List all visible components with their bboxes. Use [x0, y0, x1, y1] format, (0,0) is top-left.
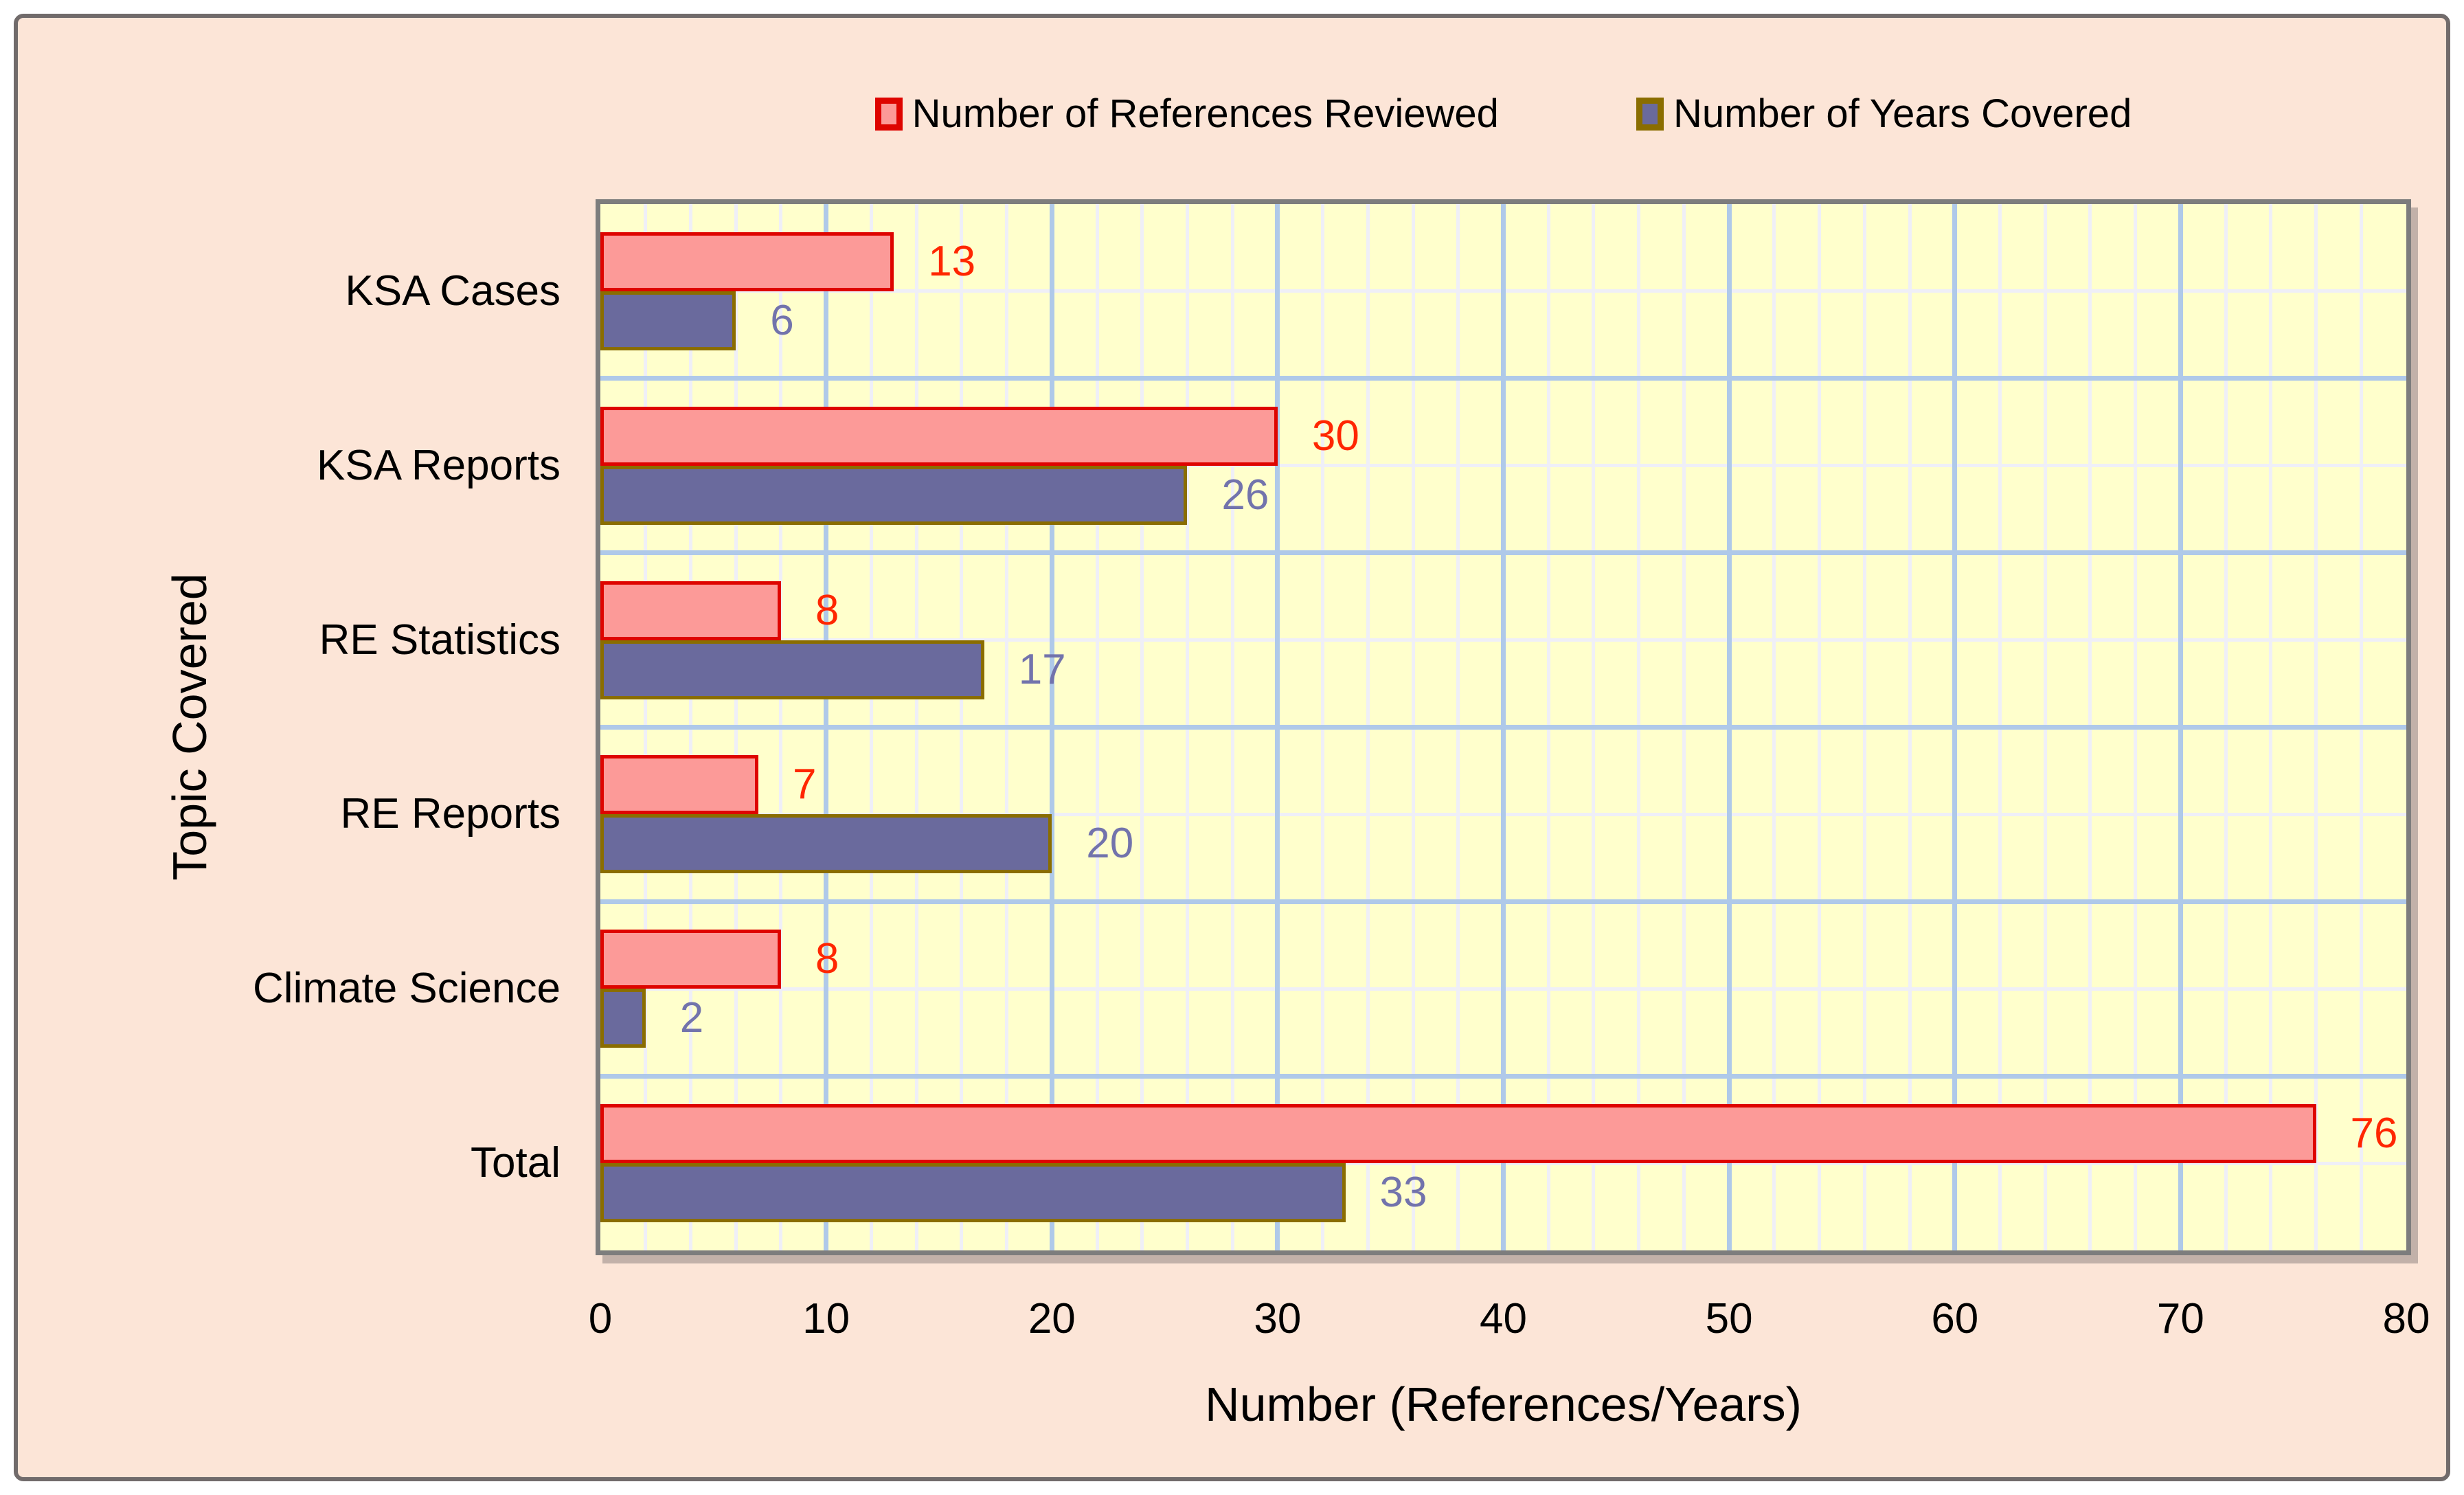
- x-tick-label-80: 80: [2382, 1295, 2430, 1342]
- x-tick-label-30: 30: [1254, 1295, 1302, 1342]
- category-label-climate-science: Climate Science: [253, 965, 561, 1013]
- value-label-number-of-years-covered-ksa-cases: 6: [770, 296, 794, 344]
- legend-item-references: Number of References Reviewed: [874, 89, 1499, 139]
- value-label-number-of-references-reviewed-climate-science: 8: [815, 935, 839, 983]
- value-label-number-of-years-covered-re-statistics: 17: [1018, 645, 1066, 693]
- bar-number-of-years-covered-ksa-reports: [600, 465, 1188, 525]
- legend-label-references: Number of References Reviewed: [912, 91, 1499, 136]
- bar-number-of-references-reviewed-ksa-cases: [600, 232, 894, 291]
- x-tick-label-20: 20: [1028, 1295, 1076, 1342]
- gridline-major-horizontal: [600, 725, 2406, 730]
- category-label-ksa-reports: KSA Reports: [317, 441, 561, 489]
- category-label-total: Total: [471, 1139, 561, 1187]
- bar-number-of-years-covered-climate-science: [600, 989, 646, 1048]
- value-label-number-of-years-covered-climate-science: 2: [679, 994, 704, 1042]
- legend: Number of References Reviewed Number of …: [596, 89, 2411, 139]
- bar-number-of-years-covered-total: [600, 1163, 1346, 1223]
- x-tick-label-60: 60: [1931, 1295, 1979, 1342]
- value-label-number-of-years-covered-re-reports: 20: [1086, 820, 1134, 868]
- x-tick-label-10: 10: [802, 1295, 850, 1342]
- value-label-number-of-references-reviewed-ksa-cases: 13: [928, 237, 976, 285]
- x-tick-label-70: 70: [2156, 1295, 2204, 1342]
- value-label-number-of-references-reviewed-total: 76: [2350, 1110, 2398, 1158]
- bar-number-of-references-reviewed-total: [600, 1104, 2316, 1164]
- gridline-major-horizontal: [600, 899, 2406, 904]
- bar-number-of-references-reviewed-climate-science: [600, 930, 781, 989]
- legend-swatch-years: [1636, 98, 1664, 131]
- x-axis-title: Number (References/Years): [1205, 1378, 1802, 1431]
- x-tick-label-0: 0: [588, 1295, 613, 1342]
- bar-number-of-references-reviewed-re-reports: [600, 755, 758, 815]
- legend-label-years: Number of Years Covered: [1673, 91, 2132, 136]
- bar-number-of-years-covered-re-statistics: [600, 640, 984, 699]
- bar-number-of-references-reviewed-ksa-reports: [600, 406, 1278, 466]
- bar-number-of-references-reviewed-re-statistics: [600, 581, 781, 640]
- category-label-ksa-cases: KSA Cases: [345, 267, 561, 315]
- legend-item-years: Number of Years Covered: [1636, 89, 2132, 139]
- value-label-number-of-years-covered-total: 33: [1379, 1169, 1427, 1217]
- chart-frame: Number of References Reviewed Number of …: [14, 14, 2450, 1481]
- legend-swatch-references: [874, 98, 903, 131]
- value-label-number-of-years-covered-ksa-reports: 26: [1221, 471, 1269, 519]
- bar-number-of-years-covered-ksa-cases: [600, 291, 736, 350]
- gridline-major-horizontal: [600, 1073, 2406, 1079]
- bar-number-of-years-covered-re-reports: [600, 814, 1052, 874]
- value-label-number-of-references-reviewed-re-statistics: 8: [815, 586, 839, 634]
- gridline-major-horizontal: [600, 376, 2406, 381]
- category-label-re-reports: RE Reports: [340, 790, 561, 838]
- value-label-number-of-references-reviewed-ksa-reports: 30: [1311, 412, 1359, 460]
- gridline-major-horizontal: [600, 550, 2406, 556]
- value-label-number-of-references-reviewed-re-reports: 7: [793, 761, 817, 809]
- x-tick-label-40: 40: [1480, 1295, 1527, 1342]
- plot-area: 13 6 30 26 8 17 7 20 8 2 76 33: [596, 199, 2411, 1255]
- category-label-re-statistics: RE Statistics: [319, 616, 561, 664]
- x-tick-label-50: 50: [1705, 1295, 1753, 1342]
